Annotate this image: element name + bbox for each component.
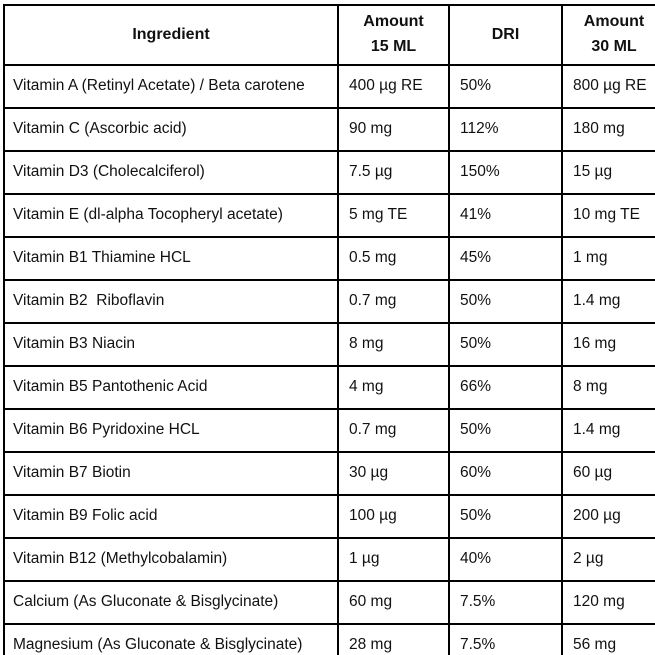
cell-amount-30ml: 200 µg: [561, 494, 655, 539]
cell-dri: 45%: [448, 236, 563, 281]
cell-dri: 50%: [448, 322, 563, 367]
cell-amount-30ml: 2 µg: [561, 537, 655, 582]
cell-ingredient: Vitamin B3 Niacin: [3, 322, 339, 367]
cell-ingredient: Vitamin A (Retinyl Acetate) / Beta carot…: [3, 64, 339, 109]
table-row: Vitamin B1 Thiamine HCL 0.5 mg 45% 1 mg: [3, 236, 655, 281]
table-row: Magnesium (As Gluconate & Bisglycinate) …: [3, 623, 655, 655]
table-row: Vitamin B6 Pyridoxine HCL 0.7 mg 50% 1.4…: [3, 408, 655, 453]
cell-amount-15ml: 5 mg TE: [337, 193, 450, 238]
table-row: Vitamin C (Ascorbic acid) 90 mg 112% 180…: [3, 107, 655, 152]
table-row: Vitamin B9 Folic acid 100 µg 50% 200 µg: [3, 494, 655, 539]
cell-ingredient: Vitamin B2 Riboflavin: [3, 279, 339, 324]
cell-amount-15ml: 1 µg: [337, 537, 450, 582]
cell-amount-15ml: 0.5 mg: [337, 236, 450, 281]
table-row: Vitamin B3 Niacin 8 mg 50% 16 mg: [3, 322, 655, 367]
cell-amount-15ml: 7.5 µg: [337, 150, 450, 195]
cell-amount-15ml: 30 µg: [337, 451, 450, 496]
cell-amount-30ml: 1.4 mg: [561, 279, 655, 324]
cell-dri: 7.5%: [448, 623, 563, 655]
cell-ingredient: Vitamin B5 Pantothenic Acid: [3, 365, 339, 410]
cell-amount-30ml: 180 mg: [561, 107, 655, 152]
cell-amount-15ml: 90 mg: [337, 107, 450, 152]
cell-dri: 150%: [448, 150, 563, 195]
cell-amount-30ml: 15 µg: [561, 150, 655, 195]
cell-dri: 50%: [448, 279, 563, 324]
cell-amount-30ml: 1.4 mg: [561, 408, 655, 453]
table-row: Vitamin D3 (Cholecalciferol) 7.5 µg 150%…: [3, 150, 655, 195]
cell-amount-30ml: 10 mg TE: [561, 193, 655, 238]
cell-dri: 60%: [448, 451, 563, 496]
cell-amount-15ml: 400 µg RE: [337, 64, 450, 109]
cell-ingredient: Vitamin D3 (Cholecalciferol): [3, 150, 339, 195]
cell-ingredient: Vitamin B7 Biotin: [3, 451, 339, 496]
cell-amount-15ml: 60 mg: [337, 580, 450, 625]
supplement-facts-table: Ingredient Amount 15 ML DRI Amount 30 ML…: [3, 4, 655, 655]
cell-amount-30ml: 800 µg RE: [561, 64, 655, 109]
cell-amount-30ml: 8 mg: [561, 365, 655, 410]
table-row: Vitamin B2 Riboflavin 0.7 mg 50% 1.4 mg: [3, 279, 655, 324]
cell-dri: 41%: [448, 193, 563, 238]
table-row: Vitamin E (dl-alpha Tocopheryl acetate) …: [3, 193, 655, 238]
cell-amount-15ml: 4 mg: [337, 365, 450, 410]
table-row: Calcium (As Gluconate & Bisglycinate) 60…: [3, 580, 655, 625]
cell-ingredient: Magnesium (As Gluconate & Bisglycinate): [3, 623, 339, 655]
cell-dri: 112%: [448, 107, 563, 152]
supplement-facts-page: Ingredient Amount 15 ML DRI Amount 30 ML…: [0, 4, 655, 655]
cell-amount-30ml: 60 µg: [561, 451, 655, 496]
table-row: Vitamin B12 (Methylcobalamin) 1 µg 40% 2…: [3, 537, 655, 582]
cell-ingredient: Calcium (As Gluconate & Bisglycinate): [3, 580, 339, 625]
cell-dri: 50%: [448, 64, 563, 109]
cell-ingredient: Vitamin B1 Thiamine HCL: [3, 236, 339, 281]
cell-amount-30ml: 120 mg: [561, 580, 655, 625]
column-header-amount-30ml: Amount 30 ML: [561, 4, 655, 66]
cell-ingredient: Vitamin C (Ascorbic acid): [3, 107, 339, 152]
cell-dri: 66%: [448, 365, 563, 410]
cell-dri: 50%: [448, 494, 563, 539]
cell-dri: 7.5%: [448, 580, 563, 625]
table-row: Vitamin B5 Pantothenic Acid 4 mg 66% 8 m…: [3, 365, 655, 410]
table-row: Vitamin A (Retinyl Acetate) / Beta carot…: [3, 64, 655, 109]
cell-dri: 50%: [448, 408, 563, 453]
column-header-dri: DRI: [448, 4, 563, 66]
cell-amount-15ml: 0.7 mg: [337, 279, 450, 324]
table-row: Vitamin B7 Biotin 30 µg 60% 60 µg: [3, 451, 655, 496]
cell-ingredient: Vitamin B9 Folic acid: [3, 494, 339, 539]
cell-ingredient: Vitamin B12 (Methylcobalamin): [3, 537, 339, 582]
header-row: Ingredient Amount 15 ML DRI Amount 30 ML: [3, 4, 655, 66]
cell-amount-15ml: 8 mg: [337, 322, 450, 367]
cell-dri: 40%: [448, 537, 563, 582]
cell-amount-30ml: 1 mg: [561, 236, 655, 281]
cell-amount-30ml: 56 mg: [561, 623, 655, 655]
column-header-amount-15ml: Amount 15 ML: [337, 4, 450, 66]
cell-ingredient: Vitamin E (dl-alpha Tocopheryl acetate): [3, 193, 339, 238]
cell-ingredient: Vitamin B6 Pyridoxine HCL: [3, 408, 339, 453]
cell-amount-15ml: 28 mg: [337, 623, 450, 655]
cell-amount-15ml: 100 µg: [337, 494, 450, 539]
column-header-ingredient: Ingredient: [3, 4, 339, 66]
cell-amount-15ml: 0.7 mg: [337, 408, 450, 453]
cell-amount-30ml: 16 mg: [561, 322, 655, 367]
